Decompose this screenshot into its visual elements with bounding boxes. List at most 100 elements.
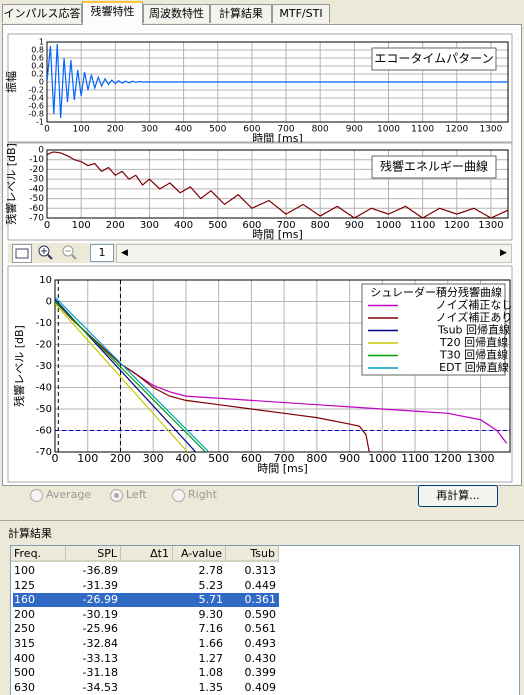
scroll-left[interactable]: ◀ <box>121 248 128 258</box>
x-tick-label: 900 <box>346 125 363 135</box>
x-tick-label: 100 <box>73 125 90 135</box>
x-tick-label: 0 <box>44 125 50 135</box>
table-cell: -25.96 <box>82 622 118 636</box>
radio-button[interactable] <box>172 489 185 502</box>
table-cell: 7.16 <box>198 622 224 636</box>
tab[interactable]: 周波数特性 <box>143 4 210 23</box>
x-tick-label: 800 <box>306 452 327 465</box>
table-cell: 0.590 <box>244 607 277 621</box>
data-line <box>47 151 508 218</box>
tab[interactable]: 残響特性 <box>82 1 143 25</box>
y-tick-label: -60 <box>36 426 52 437</box>
y-tick-label: -30 <box>29 175 44 185</box>
fit-button[interactable] <box>12 244 32 263</box>
data-line <box>55 303 189 452</box>
recalc-button[interactable]: 再計算... <box>418 485 498 507</box>
zoom-in-button[interactable] <box>36 244 54 261</box>
x-tick-label: 200 <box>107 125 124 135</box>
y-tick-label: -0.4 <box>28 94 44 103</box>
x-tick-label: 500 <box>208 220 227 231</box>
legend-label: EDT 回帰直線 <box>439 360 509 374</box>
legend-label: Tsub 回帰直線 <box>437 323 510 337</box>
y-tick-label: 0 <box>39 78 44 87</box>
radio-label[interactable]: Left <box>126 488 147 501</box>
x-tick-label: 1300 <box>467 452 495 465</box>
column-header[interactable]: Tsub <box>226 546 279 562</box>
x-tick-label: 1000 <box>376 220 401 231</box>
radio-button[interactable] <box>30 489 43 502</box>
column-header[interactable]: Δt1 <box>121 546 173 562</box>
x-tick-label: 300 <box>141 125 158 135</box>
plot-lines <box>47 151 508 218</box>
x-tick-label: 400 <box>175 452 196 465</box>
data-line <box>47 43 508 119</box>
table-cell: 0.313 <box>244 564 277 577</box>
y-tick-label: 10 <box>39 275 52 286</box>
table-cell: 5.71 <box>198 593 224 607</box>
radio-label[interactable]: Right <box>188 488 217 501</box>
y-tick-label: 0.4 <box>31 62 44 71</box>
table-cell: 1.35 <box>198 680 224 694</box>
y-tick-label: -0.8 <box>28 110 44 119</box>
x-tick-label: 500 <box>209 125 226 135</box>
x-tick-label: 300 <box>140 220 159 231</box>
y-tick-label: 0.6 <box>31 54 44 63</box>
table-cell: 2.78 <box>198 564 224 577</box>
y-tick-label: -10 <box>36 318 52 329</box>
x-tick-label: 700 <box>277 125 294 135</box>
x-tick-label: 600 <box>243 125 260 135</box>
x-axis-label: 時間 [ms] <box>252 132 303 145</box>
data-line <box>55 296 210 452</box>
x-axis-label: 時間 [ms] <box>252 228 303 241</box>
x-tick-label: 1000 <box>368 452 396 465</box>
y-tick-label: -20 <box>36 340 52 351</box>
tab[interactable]: 計算結果 <box>210 4 272 23</box>
table-cell: 500 <box>14 666 35 680</box>
y-tick-label: 0.8 <box>31 46 44 55</box>
x-tick-label: 500 <box>208 452 229 465</box>
plot-lines <box>55 280 510 452</box>
separator <box>0 520 524 521</box>
column-header[interactable]: Freq. <box>11 546 66 562</box>
x-tick-label: 1100 <box>401 452 429 465</box>
column-header[interactable]: A-value <box>173 546 226 562</box>
tab[interactable]: インパルス応答 <box>2 4 82 23</box>
table-cell: 0.361 <box>244 593 277 607</box>
x-tick-label: 900 <box>345 220 364 231</box>
table-cell: 0.430 <box>244 651 277 665</box>
scroll-right[interactable]: ▶ <box>500 248 507 258</box>
tab[interactable]: MTF/STI <box>272 4 330 23</box>
table-cell: -30.19 <box>82 607 118 621</box>
y-tick-label: -70 <box>29 214 44 224</box>
table-cell: 250 <box>14 622 35 636</box>
scrollbar[interactable]: ◀ ▶ <box>116 244 512 263</box>
x-tick-label: 0 <box>52 452 59 465</box>
y-tick-label: -30 <box>36 361 52 372</box>
y-tick-label: 0 <box>46 297 52 308</box>
title-box <box>371 47 497 71</box>
results-title: 計算結果 <box>8 527 52 540</box>
table-cell: 125 <box>14 578 35 592</box>
y-tick-label: -60 <box>29 204 44 214</box>
plot-border <box>46 149 509 219</box>
table-cell: -31.39 <box>82 578 118 592</box>
x-tick-label: 1200 <box>445 125 468 135</box>
radio-button[interactable] <box>110 489 123 502</box>
y-tick-label: -1 <box>36 118 44 127</box>
table-cell: -33.13 <box>82 651 118 665</box>
table-cell: 400 <box>14 651 35 665</box>
table-cell: 9.30 <box>198 607 224 621</box>
table-cell: 0.449 <box>244 578 277 592</box>
radio-label[interactable]: Average <box>46 488 92 501</box>
legend-box <box>361 283 506 376</box>
x-tick-label: 0 <box>44 220 50 231</box>
y-tick-label: 1 <box>39 38 44 47</box>
table-cell: 1.27 <box>198 651 224 665</box>
page-box[interactable]: 1 <box>90 244 114 262</box>
y-tick-label: -0.6 <box>28 102 44 111</box>
x-tick-label: 200 <box>110 452 131 465</box>
x-tick-label: 1100 <box>411 125 434 135</box>
column-header[interactable]: SPL <box>66 546 121 562</box>
zoom-out-button[interactable] <box>60 244 78 261</box>
data-line <box>55 301 207 452</box>
